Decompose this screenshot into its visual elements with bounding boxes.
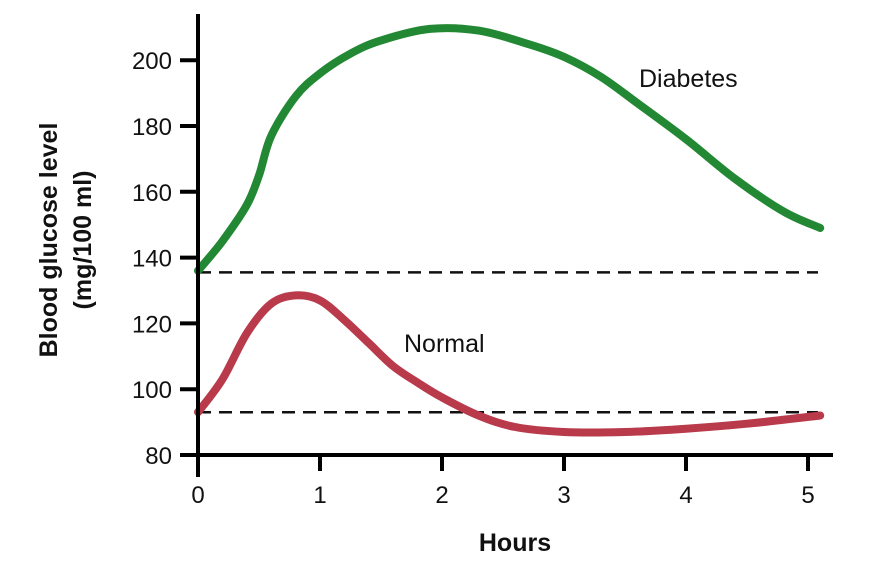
y-tick-label: 160 bbox=[132, 180, 172, 207]
x-tick-label: 3 bbox=[557, 482, 570, 509]
series-lines bbox=[194, 24, 825, 437]
x-tick-label: 1 bbox=[313, 482, 326, 509]
series-label-normal: Normal bbox=[404, 330, 485, 358]
ticks bbox=[180, 58, 810, 471]
x-axis-title: Hours bbox=[479, 529, 551, 557]
series-line-normal bbox=[194, 291, 825, 437]
reference-lines bbox=[198, 271, 818, 414]
y-tick-label: 180 bbox=[132, 114, 172, 141]
y-axis-title-line2: (mg/100 ml) bbox=[69, 171, 97, 310]
series-line-diabetes bbox=[194, 24, 825, 275]
y-tick-label: 80 bbox=[145, 443, 172, 470]
x-tick-label: 4 bbox=[679, 482, 692, 509]
y-axis-title: Blood glucose level (mg/100 ml) bbox=[35, 123, 97, 358]
y-tick-label: 120 bbox=[132, 311, 172, 338]
y-axis-title-line1: Blood glucose level bbox=[35, 123, 63, 358]
axes bbox=[180, 14, 833, 477]
x-tick-label: 5 bbox=[801, 482, 814, 509]
y-tick-label: 100 bbox=[132, 377, 172, 404]
y-tick-label: 200 bbox=[132, 48, 172, 75]
y-tick-label: 140 bbox=[132, 246, 172, 273]
tick-labels: 80 100 120 140 160 180 200 0 1 2 3 4 5 bbox=[132, 48, 815, 509]
series-label-diabetes: Diabetes bbox=[639, 65, 738, 93]
x-tick-label: 2 bbox=[435, 482, 448, 509]
x-tick-label: 0 bbox=[191, 482, 204, 509]
